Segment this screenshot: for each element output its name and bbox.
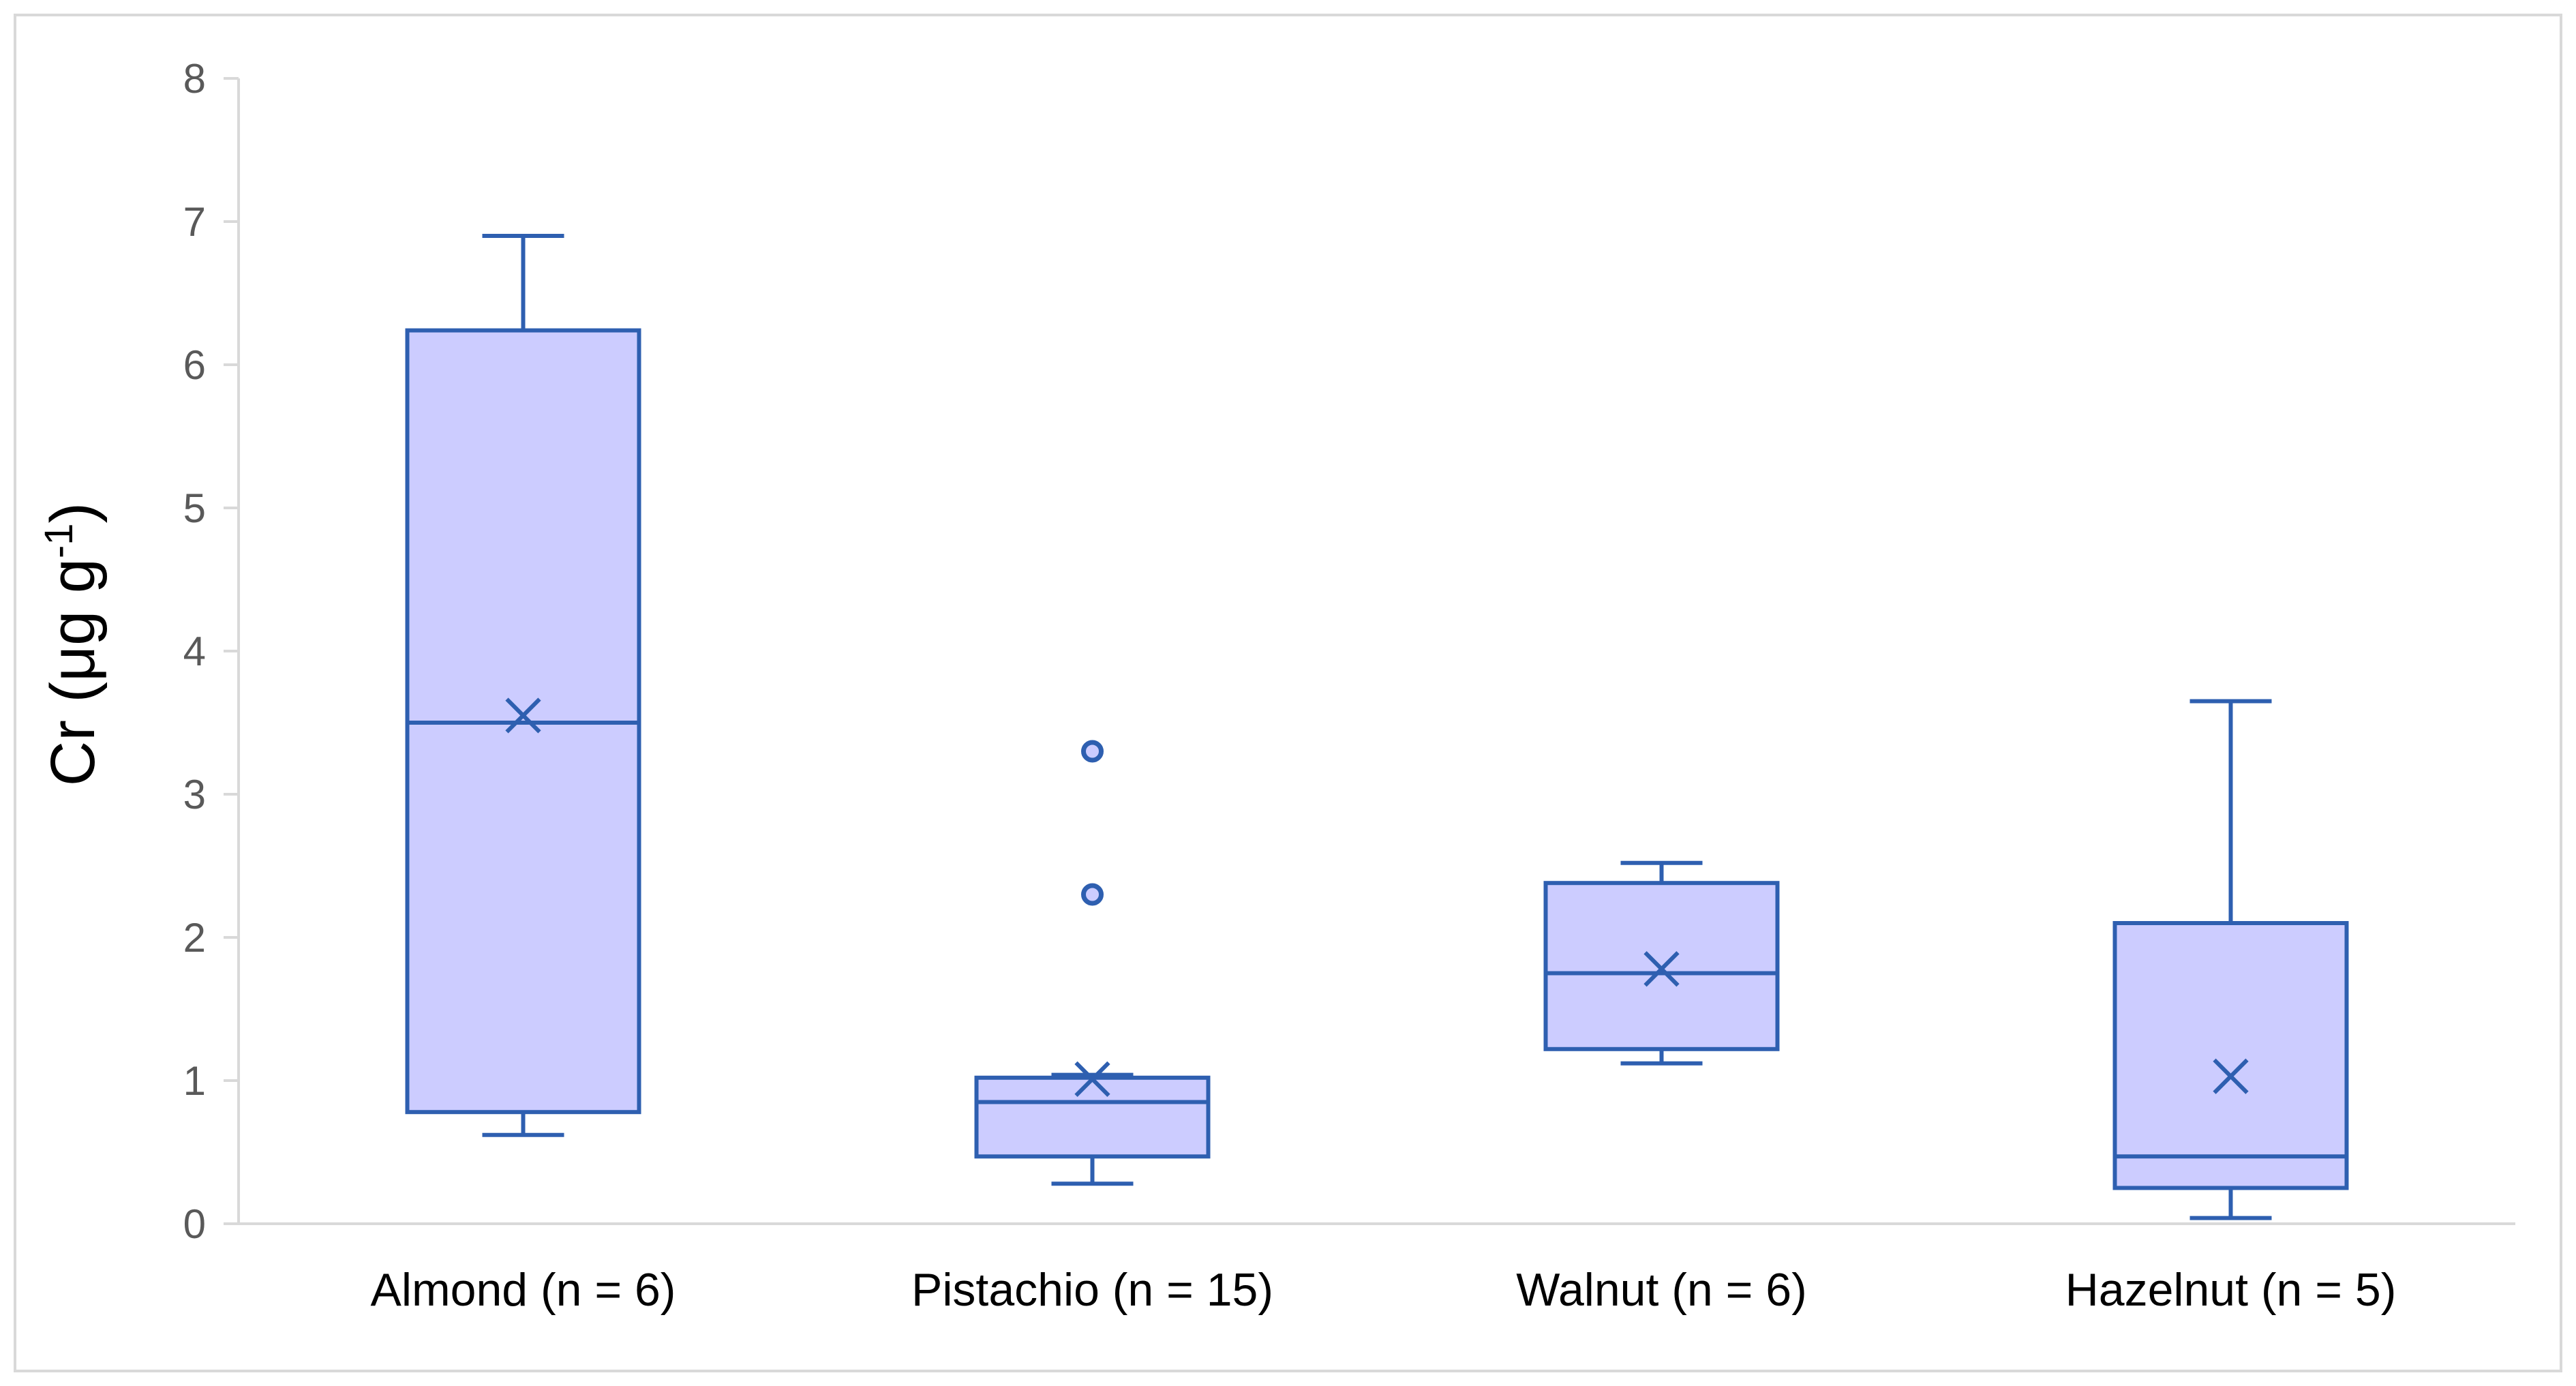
box-group [2112,699,2349,1220]
iqr-box [2112,921,2349,1190]
category-label: Walnut (n = 6) [1516,1264,1806,1316]
y-axis-title-superscript: -1 [37,523,81,558]
y-tick-labels: 0 1 2 3 4 5 6 7 8 [183,56,206,1247]
y-tick-label: 0 [183,1201,206,1247]
box-series [405,234,2349,1220]
box-group [1543,860,1780,1066]
y-tick-label: 7 [183,199,206,245]
y-tick-label: 6 [183,342,206,388]
category-labels: Almond (n = 6) Pistachio (n = 15) Walnut (… [371,1264,2397,1316]
mean-marker [2213,1058,2249,1094]
y-axis-title-close: ) [38,502,108,524]
outlier-point [1081,883,1104,906]
y-tick-label: 3 [183,772,206,817]
outlier-point [1081,740,1104,763]
y-axis-title: Cr (μg g-1) [37,502,108,786]
category-label: Pistachio (n = 15) [911,1264,1273,1316]
y-tick-label: 1 [183,1058,206,1104]
mean-marker [505,697,541,734]
y-tick-label: 8 [183,56,206,102]
y-tick-label: 4 [183,629,206,674]
category-label: Hazelnut (n = 5) [2065,1264,2397,1316]
mean-marker [1074,1061,1110,1098]
y-axis-title-main: Cr (μg g [38,558,108,786]
box-group [405,234,641,1137]
y-tick-label: 5 [183,485,206,531]
category-label: Almond (n = 6) [371,1264,676,1316]
y-tick-label: 2 [183,915,206,961]
iqr-box [974,1075,1211,1159]
y-axis [224,77,240,1225]
mean-marker [1643,951,1680,987]
box-group [974,740,1211,1186]
